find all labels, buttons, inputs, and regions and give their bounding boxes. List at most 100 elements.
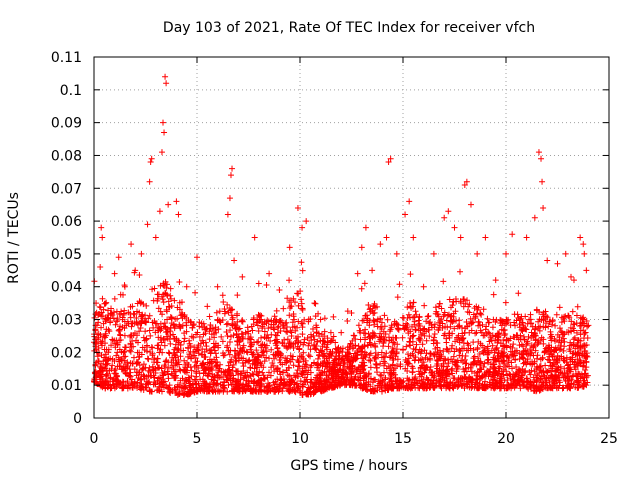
data-point	[213, 372, 220, 379]
data-point	[284, 345, 291, 352]
data-point	[320, 350, 327, 357]
data-point	[567, 385, 574, 392]
data-point	[237, 380, 244, 387]
data-point	[242, 372, 249, 379]
data-point	[581, 370, 588, 377]
data-point	[253, 339, 260, 346]
data-point	[214, 283, 221, 290]
data-point	[334, 368, 341, 375]
data-point	[515, 290, 522, 297]
data-point	[143, 302, 150, 309]
data-point	[453, 359, 460, 366]
data-point	[549, 365, 556, 372]
data-point	[315, 379, 322, 386]
data-point	[417, 327, 424, 334]
data-point	[295, 363, 302, 370]
data-point	[228, 356, 235, 363]
data-point	[380, 328, 387, 335]
data-point	[279, 369, 286, 376]
data-point	[161, 342, 168, 349]
data-point	[284, 355, 291, 362]
data-point	[520, 382, 527, 389]
data-point	[390, 369, 397, 376]
data-point	[581, 250, 588, 257]
data-point	[191, 352, 198, 359]
data-point	[127, 369, 134, 376]
data-point	[250, 371, 257, 378]
data-point	[324, 335, 331, 342]
data-point	[553, 384, 560, 391]
data-point	[370, 317, 377, 324]
data-point	[447, 304, 454, 311]
data-point	[307, 331, 314, 338]
data-point	[258, 388, 265, 395]
data-point	[263, 354, 270, 361]
data-point	[431, 384, 438, 391]
data-point	[371, 355, 378, 362]
data-point	[167, 340, 174, 347]
data-point	[545, 323, 552, 330]
data-point	[185, 345, 192, 352]
data-point	[133, 369, 140, 376]
data-point	[567, 356, 574, 363]
data-point	[274, 344, 281, 351]
data-point	[96, 303, 103, 310]
data-point	[103, 326, 110, 333]
data-point	[467, 201, 474, 208]
data-point	[265, 325, 272, 332]
data-point	[285, 387, 292, 394]
data-point	[366, 357, 373, 364]
data-point	[568, 342, 575, 349]
data-point	[286, 299, 293, 306]
chart-title: Day 103 of 2021, Rate Of TEC Index for r…	[163, 20, 535, 36]
data-point	[129, 382, 136, 389]
y-tick-labels: 0 0.01 0.02 0.03 0.04 0.05 0.06 0.07 0.08 0.09 0.1…	[51, 50, 82, 427]
data-point	[276, 356, 283, 363]
data-point	[452, 308, 459, 315]
data-point	[542, 345, 549, 352]
data-point	[499, 350, 506, 357]
data-point	[431, 352, 438, 359]
data-point	[145, 356, 152, 363]
data-point	[436, 378, 443, 385]
data-point	[351, 382, 358, 389]
data-point	[524, 378, 531, 385]
data-point	[297, 288, 304, 295]
data-point	[93, 309, 100, 316]
data-point	[507, 335, 514, 342]
data-point	[272, 337, 279, 344]
y-axis-label: ROTI / TECUs	[6, 192, 22, 284]
data-point	[374, 382, 381, 389]
data-point	[251, 361, 258, 368]
data-point	[315, 330, 322, 337]
data-point	[129, 320, 136, 327]
data-point	[164, 384, 171, 391]
data-point	[390, 347, 397, 354]
data-point	[415, 357, 422, 364]
data-point	[425, 326, 432, 333]
data-point	[426, 355, 433, 362]
data-point	[403, 343, 410, 350]
data-point	[339, 349, 346, 356]
data-point	[313, 386, 320, 393]
data-point	[229, 314, 236, 321]
data-point	[471, 305, 478, 312]
data-point	[270, 362, 277, 369]
data-point	[167, 285, 174, 292]
data-point	[276, 287, 283, 294]
data-point	[563, 359, 570, 366]
data-point	[92, 362, 99, 369]
data-point	[473, 361, 480, 368]
data-point	[221, 351, 228, 358]
data-point	[557, 369, 564, 376]
data-point	[294, 204, 301, 211]
data-point	[409, 365, 416, 372]
data-point	[234, 318, 241, 325]
data-point	[174, 391, 181, 398]
data-point	[569, 308, 576, 315]
data-point	[550, 381, 557, 388]
data-point	[524, 359, 531, 366]
data-point	[116, 326, 123, 333]
data-point	[325, 353, 332, 360]
data-point	[301, 374, 308, 381]
